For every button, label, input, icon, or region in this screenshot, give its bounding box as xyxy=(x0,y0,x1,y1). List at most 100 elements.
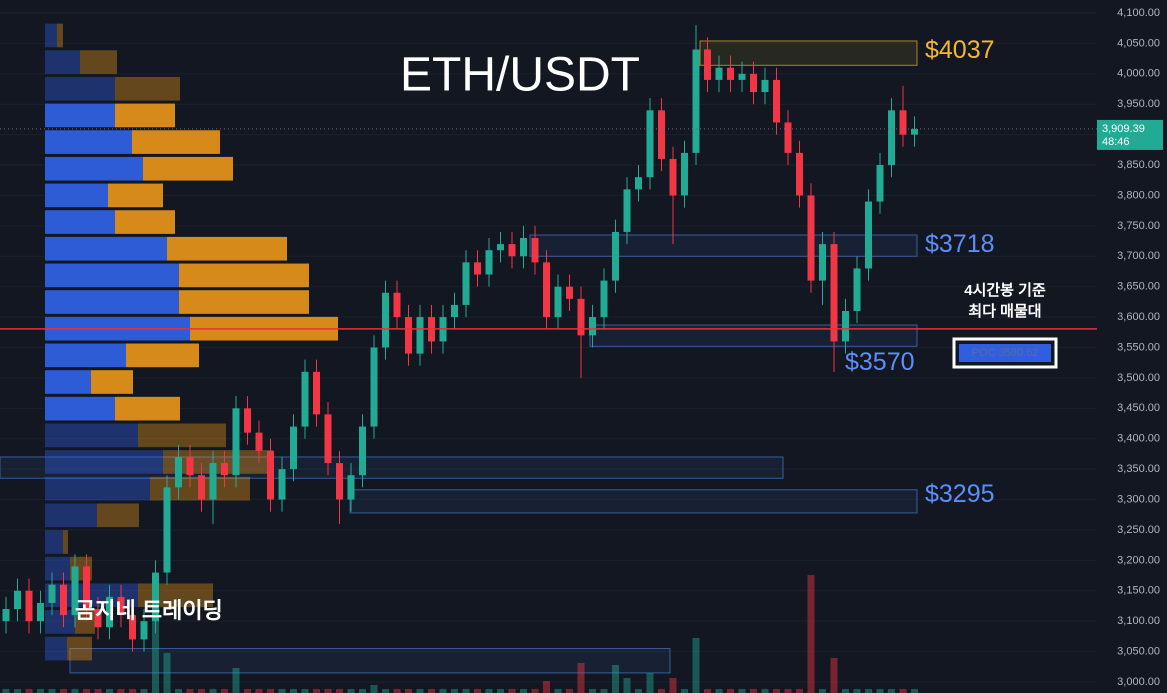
volume-bar xyxy=(244,689,251,693)
volume-bar xyxy=(60,689,67,693)
profile-bar xyxy=(45,76,115,101)
candle-body xyxy=(347,475,355,500)
candle-body xyxy=(830,244,838,342)
volume-bar xyxy=(899,689,907,693)
zone xyxy=(69,648,671,674)
candle-body xyxy=(37,602,44,622)
volume-bar xyxy=(439,689,447,693)
candle-body xyxy=(71,566,79,616)
watermark: 곰지네 트레이딩 xyxy=(75,598,223,623)
volume-bar xyxy=(888,689,895,693)
profile-bar xyxy=(45,130,132,154)
volume-bar xyxy=(566,689,573,693)
volume-bar xyxy=(267,689,274,693)
y-tick-label: 3,350.00 xyxy=(1117,463,1160,475)
candle-body xyxy=(474,262,481,275)
volume-bar xyxy=(784,689,792,693)
candle-body xyxy=(48,584,56,603)
candle-body xyxy=(635,177,642,190)
y-tick-label: 3,950.00 xyxy=(1117,98,1160,110)
volume-bar xyxy=(704,689,711,693)
y-tick-label: 3,650.00 xyxy=(1117,281,1160,293)
profile-bar xyxy=(45,210,115,234)
price-tag xyxy=(1097,119,1163,150)
volume-bar xyxy=(163,653,171,693)
volume-bar xyxy=(589,689,596,693)
y-tick-label: 3,550.00 xyxy=(1117,341,1160,353)
y-tick-label: 3,500.00 xyxy=(1117,372,1160,384)
candle-body xyxy=(865,201,872,269)
volume-bar xyxy=(761,689,769,693)
candle-body xyxy=(554,286,562,318)
volume-bar xyxy=(738,689,746,693)
profile-bar xyxy=(45,290,179,314)
candle-body xyxy=(359,426,366,476)
volume-bar xyxy=(25,689,33,693)
volume-bar xyxy=(405,689,412,693)
volume-bar xyxy=(508,689,516,693)
candle-body xyxy=(727,67,734,80)
candle-body xyxy=(255,432,263,451)
y-tick-label: 3,150.00 xyxy=(1117,585,1160,597)
candle-body xyxy=(25,590,33,622)
candle-body xyxy=(623,189,631,232)
volume-bar xyxy=(635,689,642,693)
candle-body xyxy=(773,79,780,123)
candle-body xyxy=(888,110,895,166)
volume-bar xyxy=(359,689,366,693)
level-label: $3295 xyxy=(925,480,995,508)
y-tick-label: 3,250.00 xyxy=(1117,524,1160,536)
candle-body xyxy=(738,73,746,80)
candle-body xyxy=(658,110,665,159)
candle-body xyxy=(508,244,516,257)
candle-body xyxy=(899,110,907,135)
volume-bar xyxy=(543,681,550,693)
volume-bar xyxy=(692,638,700,693)
profile-bar xyxy=(45,636,67,661)
candle-body xyxy=(370,347,378,427)
volume-bar xyxy=(336,689,343,693)
y-tick-label: 4,000.00 xyxy=(1117,68,1160,80)
profile-bar xyxy=(45,236,167,261)
candle-body xyxy=(566,286,573,299)
profile-bar xyxy=(45,450,163,474)
volume-bar xyxy=(876,689,884,693)
volume-bar xyxy=(497,689,504,693)
candle-body xyxy=(704,49,711,80)
candle-body xyxy=(853,268,861,312)
y-tick-label: 3,750.00 xyxy=(1117,220,1160,232)
volume-bar xyxy=(14,689,21,693)
candle-body xyxy=(60,584,67,616)
volume-bar xyxy=(658,689,665,693)
candle-body xyxy=(117,596,125,616)
candle-body xyxy=(313,371,320,415)
candle-body xyxy=(140,621,148,640)
profile-bar xyxy=(108,183,163,208)
volume-bar xyxy=(347,689,355,693)
poc-label: POC 3580.62 xyxy=(972,347,1039,359)
volume-bar xyxy=(474,689,481,693)
volume-bar xyxy=(646,673,654,693)
candle-body xyxy=(393,292,401,318)
volume-bar xyxy=(106,689,113,693)
candle-body xyxy=(451,304,458,318)
volume-bar xyxy=(313,689,320,693)
volume-bar xyxy=(198,689,205,693)
candle-body xyxy=(600,280,608,318)
candle-body xyxy=(750,73,757,93)
profile-bar xyxy=(45,23,57,48)
y-tick-label: 3,400.00 xyxy=(1117,433,1160,445)
y-tick-label: 3,850.00 xyxy=(1117,159,1160,171)
y-tick-label: 3,300.00 xyxy=(1117,493,1160,505)
candle-body xyxy=(462,262,470,305)
volume-bar xyxy=(911,689,918,693)
volume-bar xyxy=(2,689,10,693)
volume-bar xyxy=(232,668,240,693)
candle-body xyxy=(186,456,194,476)
candle-body xyxy=(382,292,389,348)
y-tick-label: 3,100.00 xyxy=(1117,615,1160,627)
candle-body xyxy=(94,609,102,628)
candle-body xyxy=(497,244,504,251)
zone xyxy=(349,489,918,514)
